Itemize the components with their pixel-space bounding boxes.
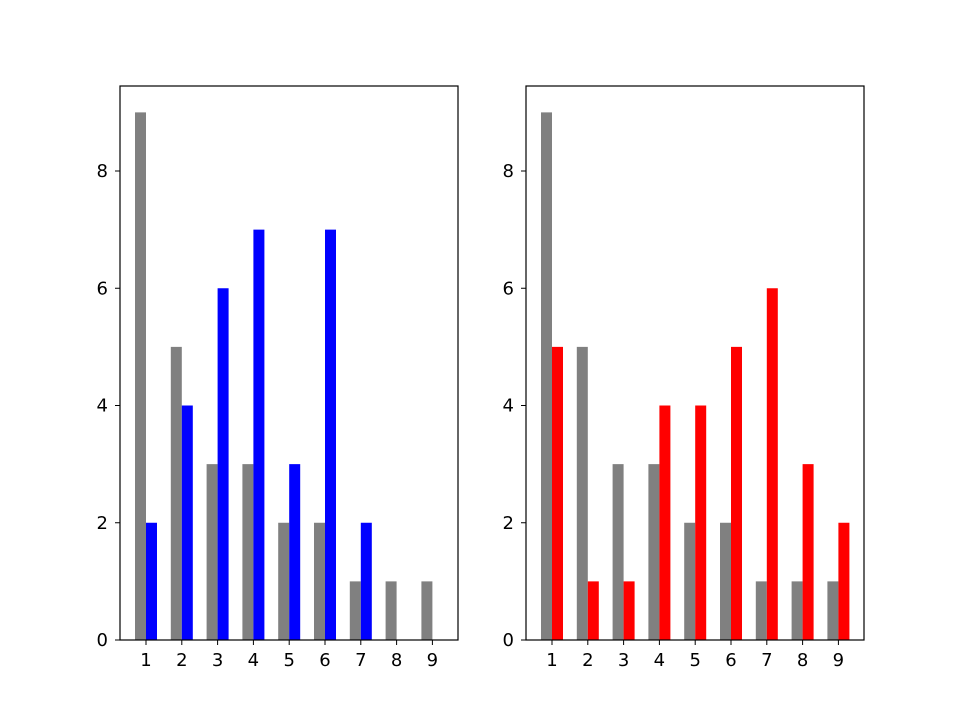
bar-series-0-cat-1 [541, 112, 552, 640]
y-tick-label-2: 2 [503, 513, 514, 534]
x-tick-label-2: 2 [176, 650, 187, 671]
left-bar-chart: 1 2 3 4 5 6 7 8 9 0 2 4 6 8 [97, 85, 459, 671]
bar-series-0-cat-7 [755, 581, 767, 640]
x-tick-label-4: 4 [654, 650, 665, 671]
bar-series-0-cat-3 [612, 464, 624, 640]
bar-series-0-cat-8 [791, 581, 803, 640]
x-tick-label-6: 6 [319, 650, 330, 671]
x-tick-label-7: 7 [355, 650, 366, 671]
bar-series-0-cat-6 [314, 522, 325, 640]
bar-series-0-cat-9 [421, 581, 433, 640]
bar-series-1-cat-5 [289, 464, 301, 640]
bar-series-0-cat-2 [576, 346, 588, 640]
bar-series-0-cat-4 [242, 464, 254, 640]
x-tick-label-1: 1 [546, 650, 557, 671]
x-tick-label-9: 9 [833, 650, 844, 671]
bar-series-1-cat-7 [766, 288, 778, 640]
bar-series-0-cat-5 [684, 522, 696, 640]
bar-series-1-cat-6 [731, 346, 742, 640]
y-tick-label-0: 0 [97, 630, 108, 651]
right-bar-chart: 1 2 3 4 5 6 7 8 9 0 2 4 6 8 [503, 85, 865, 671]
bar-series-1-cat-8 [802, 464, 814, 640]
x-tick-label-8: 8 [797, 650, 808, 671]
x-tick-label-9: 9 [427, 650, 438, 671]
bar-series-1-cat-9 [838, 522, 850, 640]
bar-series-0-cat-4 [648, 464, 660, 640]
x-tick-label-3: 3 [618, 650, 629, 671]
bar-series-1-cat-3 [217, 288, 229, 640]
bar-series-1-cat-2 [181, 405, 193, 640]
bar-series-0-cat-5 [278, 522, 290, 640]
x-tick-label-7: 7 [761, 650, 772, 671]
y-tick-label-4: 4 [97, 396, 108, 417]
x-tick-label-5: 5 [689, 650, 700, 671]
y-tick-label-6: 6 [503, 278, 514, 299]
bar-series-0-cat-3 [206, 464, 218, 640]
bar-series-0-cat-7 [349, 581, 361, 640]
bar-series-1-cat-7 [360, 522, 372, 640]
bar-series-0-cat-9 [827, 581, 839, 640]
y-tick-label-2: 2 [97, 513, 108, 534]
x-tick-label-6: 6 [725, 650, 736, 671]
bar-series-1-cat-4 [659, 405, 671, 640]
bar-series-0-cat-2 [170, 346, 182, 640]
bar-series-1-cat-1 [146, 522, 157, 640]
x-tick-label-2: 2 [582, 650, 593, 671]
bar-series-1-cat-3 [623, 581, 635, 640]
y-tick-label-8: 8 [503, 161, 514, 182]
bar-series-0-cat-1 [135, 112, 146, 640]
y-tick-label-8: 8 [97, 161, 108, 182]
bar-series-0-cat-6 [720, 522, 731, 640]
bar-series-1-cat-5 [695, 405, 707, 640]
bar-series-0-cat-8 [385, 581, 397, 640]
y-tick-label-4: 4 [503, 396, 514, 417]
x-tick-label-8: 8 [391, 650, 402, 671]
x-tick-label-1: 1 [140, 650, 151, 671]
x-tick-label-4: 4 [248, 650, 259, 671]
y-tick-label-0: 0 [503, 630, 514, 651]
bar-series-1-cat-6 [325, 229, 336, 640]
x-tick-label-5: 5 [283, 650, 294, 671]
bar-series-1-cat-4 [253, 229, 265, 640]
bar-series-1-cat-2 [587, 581, 599, 640]
y-tick-label-6: 6 [97, 278, 108, 299]
bar-series-1-cat-1 [552, 346, 563, 640]
x-tick-label-3: 3 [212, 650, 223, 671]
